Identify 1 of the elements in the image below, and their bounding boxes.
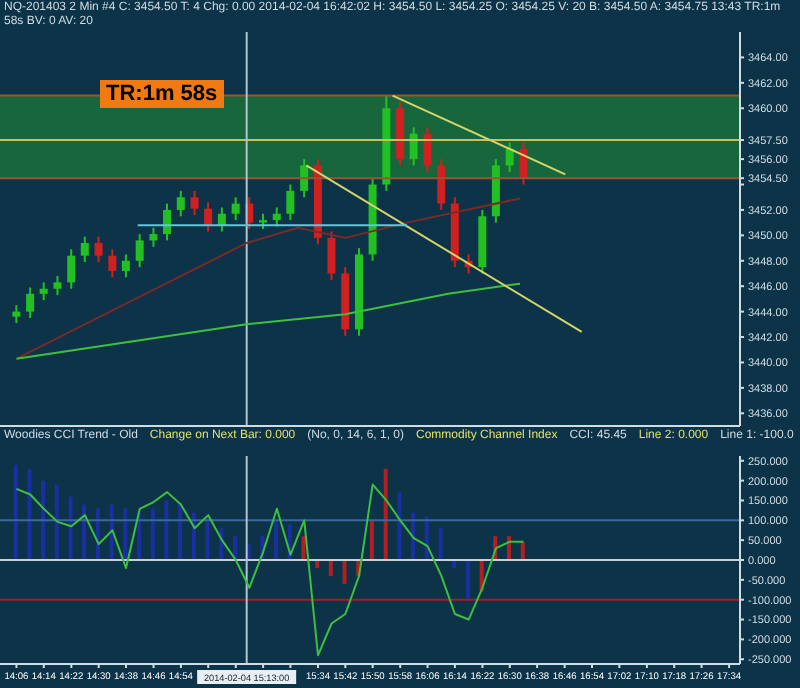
annotation: TR:1m 58s: [100, 80, 224, 108]
